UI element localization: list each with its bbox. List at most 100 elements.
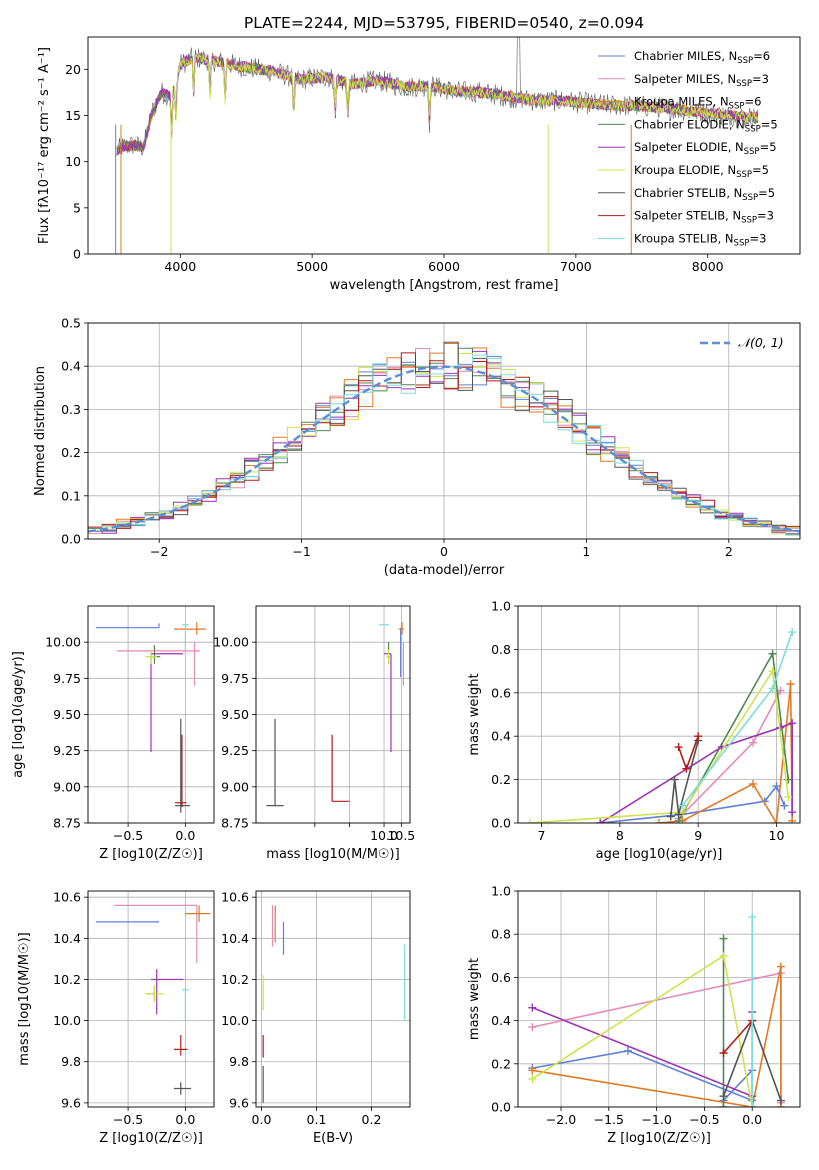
y-tick-label: 9.50	[53, 707, 81, 722]
x-axis-label: wavelength [Angstrom, rest frame]	[330, 278, 559, 293]
x-tick-label: 8	[616, 828, 624, 843]
legend-entry: Salpeter ELODIE, NSSP=5	[634, 140, 777, 157]
y-tick-label: 0.6	[491, 685, 511, 700]
y-tick-label: 10.6	[221, 890, 249, 905]
y-axis-label: mass weight	[467, 958, 482, 1040]
x-tick-label: 7000	[560, 259, 592, 274]
y-tick-label: 0.4	[61, 359, 81, 374]
marker	[525, 819, 534, 823]
y-tick-label: 1.0	[491, 884, 511, 899]
spectrum-line	[169, 53, 758, 133]
axes-frame	[255, 605, 411, 824]
marker	[528, 1023, 537, 1032]
panel-age_vs_mass: 10.010.5 8.75 9.00 9.25 9.50 9.75 10.00 mass [l…	[213, 605, 415, 862]
axes-frame	[517, 605, 801, 824]
marker	[528, 1066, 537, 1075]
marker	[788, 816, 797, 823]
y-tick-label: 0.0	[61, 532, 81, 547]
marker	[788, 719, 797, 728]
panel-massweight_vs_Z: −2.0 −1.5 −1.0 −0.5 0.0 0.0 0.2 0.4 0.6 0.8 1.0 Z […	[467, 884, 801, 1146]
plot-area	[115, 37, 759, 254]
x-tick-label: −2.0	[546, 1112, 576, 1127]
x-tick-label: 2	[725, 544, 733, 559]
x-axis-label: (data-model)/error	[384, 563, 505, 578]
x-tick-label: 0.0	[175, 1112, 195, 1127]
y-tick-label: 9.75	[221, 671, 249, 686]
y-tick-label: 0.2	[61, 445, 81, 460]
marker	[666, 812, 675, 821]
marker	[719, 934, 728, 943]
y-tick-label: 0.6	[491, 970, 511, 985]
y-tick-label: 0.4	[491, 1013, 511, 1028]
x-tick-label: −2	[150, 544, 168, 559]
histogram-salpeter-stelib	[88, 352, 800, 532]
y-tick-label: 9.50	[221, 707, 249, 722]
y-tick-label: 5	[73, 200, 81, 215]
marker	[768, 684, 777, 693]
legend-entry: Salpeter STELIB, NSSP=3	[634, 209, 774, 226]
y-axis-label: mass [log10(M/M☉)]	[17, 932, 32, 1065]
x-tick-label: 0	[440, 544, 448, 559]
y-tick-label: 9.25	[53, 743, 81, 758]
y-tick-label: 9.00	[221, 779, 249, 794]
x-axis-label: Z [log10(Z/Z☉)]	[99, 847, 203, 862]
marker	[776, 962, 785, 971]
marker	[780, 801, 789, 810]
legend-entry: Kroupa MILES, NSSP=6	[634, 95, 761, 112]
legend: Chabrier MILES, NSSP=6 Salpeter MILES, NS…	[598, 49, 778, 248]
x-tick-label: 6000	[428, 259, 460, 274]
marker	[528, 1003, 537, 1012]
x-tick-label: −1	[292, 544, 310, 559]
axes-frame	[87, 890, 215, 1108]
x-axis-label: Z [log10(Z/Z☉)]	[99, 1131, 203, 1146]
series-line	[529, 668, 790, 823]
panel-spectrum: 4000 5000 6000 7000 8000 0 5 10 15 20 wavelength […	[37, 36, 801, 293]
y-axis-label: age [log10(age/yr)]	[11, 651, 26, 778]
marker	[655, 819, 663, 823]
marker	[719, 951, 728, 960]
x-tick-label: 0.0	[742, 1112, 762, 1127]
y-tick-label: 10.4	[53, 931, 81, 946]
y-tick-label: 10.2	[221, 972, 249, 987]
x-tick-label: 4000	[164, 259, 196, 274]
marker	[748, 1103, 757, 1107]
y-tick-label: 0.2	[491, 772, 511, 787]
y-tick-label: 0.5	[61, 316, 81, 331]
x-tick-label: 1	[582, 544, 590, 559]
series-line	[670, 740, 699, 817]
y-tick-label: 0.0	[491, 1100, 511, 1115]
marker	[788, 628, 797, 637]
marker	[749, 779, 757, 788]
normal-curve	[88, 365, 800, 533]
marker	[772, 819, 781, 823]
x-axis-label: Z [log10(Z/Z☉)]	[607, 1131, 711, 1146]
legend-entry: Chabrier STELIB, NSSP=5	[634, 186, 775, 203]
figure-title: PLATE=2244, MJD=53795, FIBERID=0540, z=0…	[244, 14, 644, 32]
y-tick-label: 0.8	[491, 927, 511, 942]
y-tick-label: 1.0	[491, 599, 511, 614]
legend-entry: 𝒩(0, 1)	[738, 335, 784, 350]
marker	[674, 810, 683, 819]
x-axis-label: age [log10(age/yr)]	[596, 847, 723, 862]
y-tick-label: 9.00	[53, 779, 81, 794]
plot-area	[266, 621, 405, 807]
x-tick-label: 9	[694, 828, 702, 843]
legend-entry: Chabrier MILES, NSSP=6	[634, 49, 770, 66]
x-tick-label: −1.0	[641, 1112, 671, 1127]
y-tick-label: 10.4	[221, 931, 249, 946]
marker	[670, 775, 679, 784]
x-axis-label: E(B-V)	[313, 1131, 353, 1146]
series-line	[677, 651, 790, 822]
histogram-kroupa-stelib	[88, 354, 800, 535]
y-tick-label: 0.4	[491, 729, 511, 744]
x-tick-label: −0.5	[689, 1112, 719, 1127]
y-axis-label: Normed distribution	[33, 366, 48, 496]
plot-area	[96, 904, 211, 1095]
y-tick-label: 10.2	[53, 972, 81, 987]
series-line	[722, 1020, 753, 1054]
axes-frame	[87, 605, 215, 824]
x-tick-label: 5000	[296, 259, 328, 274]
plot-area	[525, 628, 797, 823]
